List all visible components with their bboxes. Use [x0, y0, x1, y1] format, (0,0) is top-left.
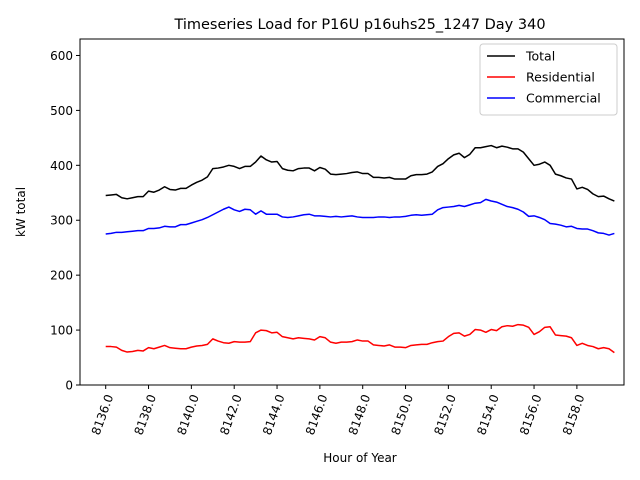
chart-title: Timeseries Load for P16U p16uhs25_1247 D…: [173, 17, 545, 33]
y-tick-label: 0: [65, 379, 73, 393]
legend: Total Residential Commercial: [479, 43, 618, 116]
x-axis-label: Hour of Year: [323, 451, 397, 465]
series-line-total: [105, 144, 615, 202]
y-axis-label: kW total: [14, 187, 28, 237]
y-tick-label: 400: [50, 159, 73, 173]
y-tick-label: 200: [50, 269, 73, 283]
legend-label-residential: Residential: [526, 70, 595, 85]
y-tick-label: 500: [50, 104, 73, 118]
legend-label-commercial: Commercial: [526, 91, 601, 106]
series-line-commercial: [105, 198, 615, 236]
plot-frame: [79, 38, 625, 386]
y-tick-label: 300: [50, 214, 73, 228]
legend-label-total: Total: [525, 49, 555, 64]
series-line-residential: [105, 323, 615, 354]
plot-area: [79, 38, 625, 386]
y-tick-label: 600: [50, 49, 73, 63]
y-tick-label: 100: [50, 324, 73, 338]
y-axis: 0 100 200 300 400 500 600: [50, 49, 80, 393]
